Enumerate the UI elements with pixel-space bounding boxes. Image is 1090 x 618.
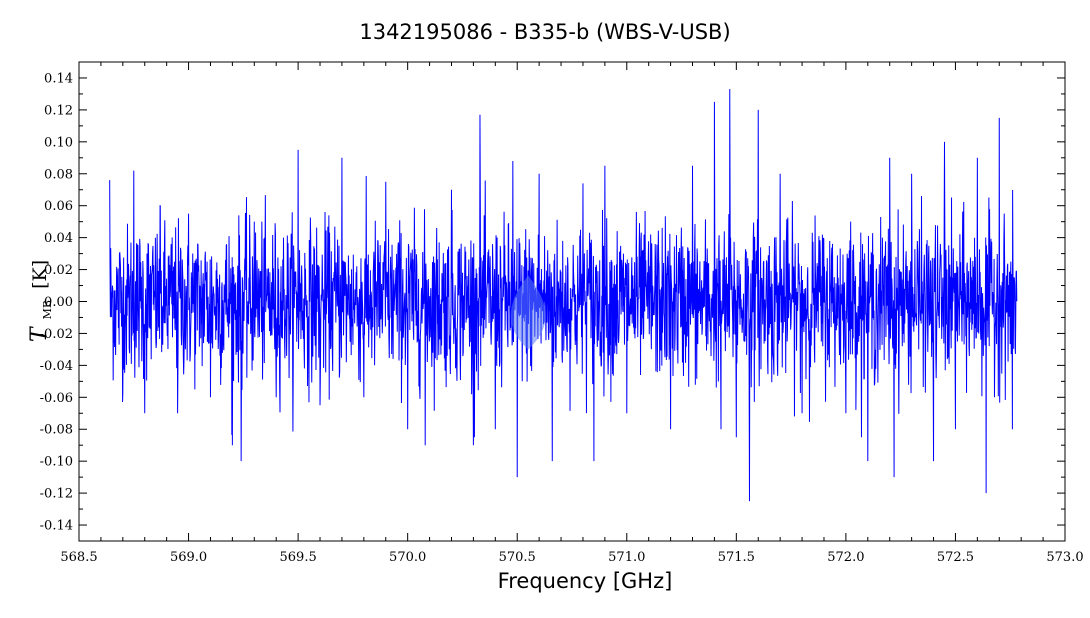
watermark-drop-icon: [510, 275, 546, 350]
y-tick-label: -0.10: [40, 455, 73, 470]
y-tick-label: -0.12: [40, 487, 73, 502]
y-axis-label-unit: [K]: [29, 260, 51, 289]
x-tick-label: 572.0: [827, 550, 864, 565]
x-tick-label: 569.0: [170, 550, 207, 565]
series-layer: [109, 89, 1018, 502]
chart-title: 1342195086 - B335-b (WBS-V-USB): [359, 20, 730, 44]
x-tick-label: 570.0: [389, 550, 426, 565]
x-axis: 568.5 569.0 569.5 570.0 570.5 571.0 571.5 572.0…: [60, 62, 1084, 565]
y-tick-label: 0.00: [44, 295, 73, 310]
y-tick-label: 0.10: [44, 135, 73, 150]
x-tick-label: 568.5: [60, 550, 97, 565]
y-tick-label: 0.04: [44, 231, 73, 246]
y-axis-label-symbol: T: [27, 325, 52, 342]
y-axis-label: T MB [K]: [27, 260, 55, 342]
y-tick-label: -0.06: [40, 391, 73, 406]
y-axis-label-subscript: MB: [41, 300, 54, 319]
herschel-watermark: [510, 275, 546, 350]
y-tick-label: -0.04: [40, 359, 73, 374]
y-tick-label: -0.02: [40, 327, 73, 342]
y-tick-label: -0.08: [40, 423, 73, 438]
y-tick-label: 0.02: [44, 263, 73, 278]
y-tick-label: -0.14: [40, 519, 73, 534]
y-tick-label: 0.08: [44, 167, 73, 182]
x-tick-label: 573.0: [1046, 550, 1083, 565]
x-tick-label: 571.0: [608, 550, 645, 565]
x-tick-label: 572.5: [937, 550, 974, 565]
y-tick-label: 0.06: [44, 199, 73, 214]
y-tick-label: 0.12: [44, 103, 73, 118]
x-tick-label: 569.5: [280, 550, 317, 565]
plot-area: [78, 61, 1066, 542]
y-axis: -0.14 -0.12 -0.10 -0.08 -0.06 -0.04 -0.02 0.00 0…: [40, 71, 1065, 534]
x-axis-label: Frequency [GHz]: [498, 569, 673, 593]
spectrum-series-line: [109, 89, 1018, 502]
x-tick-label: 570.5: [499, 550, 536, 565]
y-tick-label: 0.14: [44, 71, 73, 86]
x-tick-label: 571.5: [718, 550, 755, 565]
